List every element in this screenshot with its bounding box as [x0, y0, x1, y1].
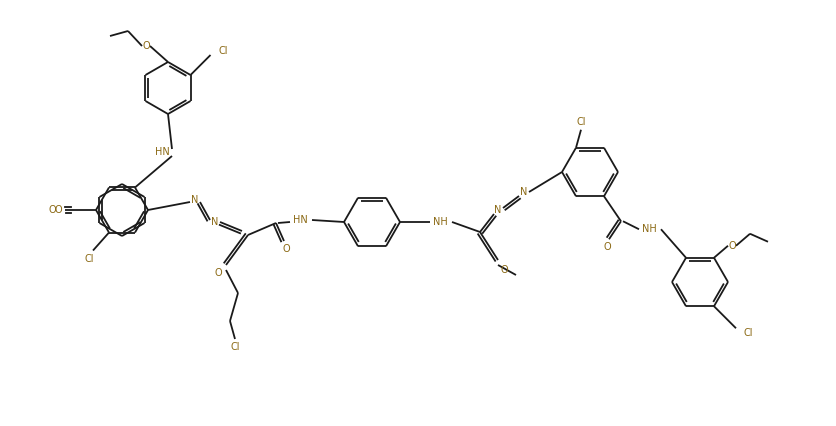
Text: Cl: Cl	[230, 342, 239, 352]
Text: NH: NH	[432, 217, 446, 227]
Text: Cl: Cl	[575, 117, 585, 127]
Text: O: O	[727, 241, 735, 251]
Text: N: N	[211, 217, 218, 227]
Text: NH: NH	[641, 224, 655, 234]
Text: N: N	[191, 195, 198, 205]
Text: O: O	[142, 41, 150, 51]
Text: O: O	[500, 265, 507, 275]
Text: N: N	[494, 205, 501, 215]
Text: HN: HN	[155, 147, 169, 157]
Text: O: O	[214, 268, 222, 278]
Text: Cl: Cl	[84, 253, 94, 264]
Text: N: N	[520, 187, 527, 197]
Text: HN: HN	[293, 215, 307, 225]
Text: O: O	[603, 242, 610, 252]
Text: O: O	[54, 205, 62, 215]
Text: O: O	[282, 244, 289, 254]
Text: Cl: Cl	[218, 46, 227, 56]
Text: O: O	[48, 205, 56, 215]
Text: Cl: Cl	[743, 328, 752, 338]
